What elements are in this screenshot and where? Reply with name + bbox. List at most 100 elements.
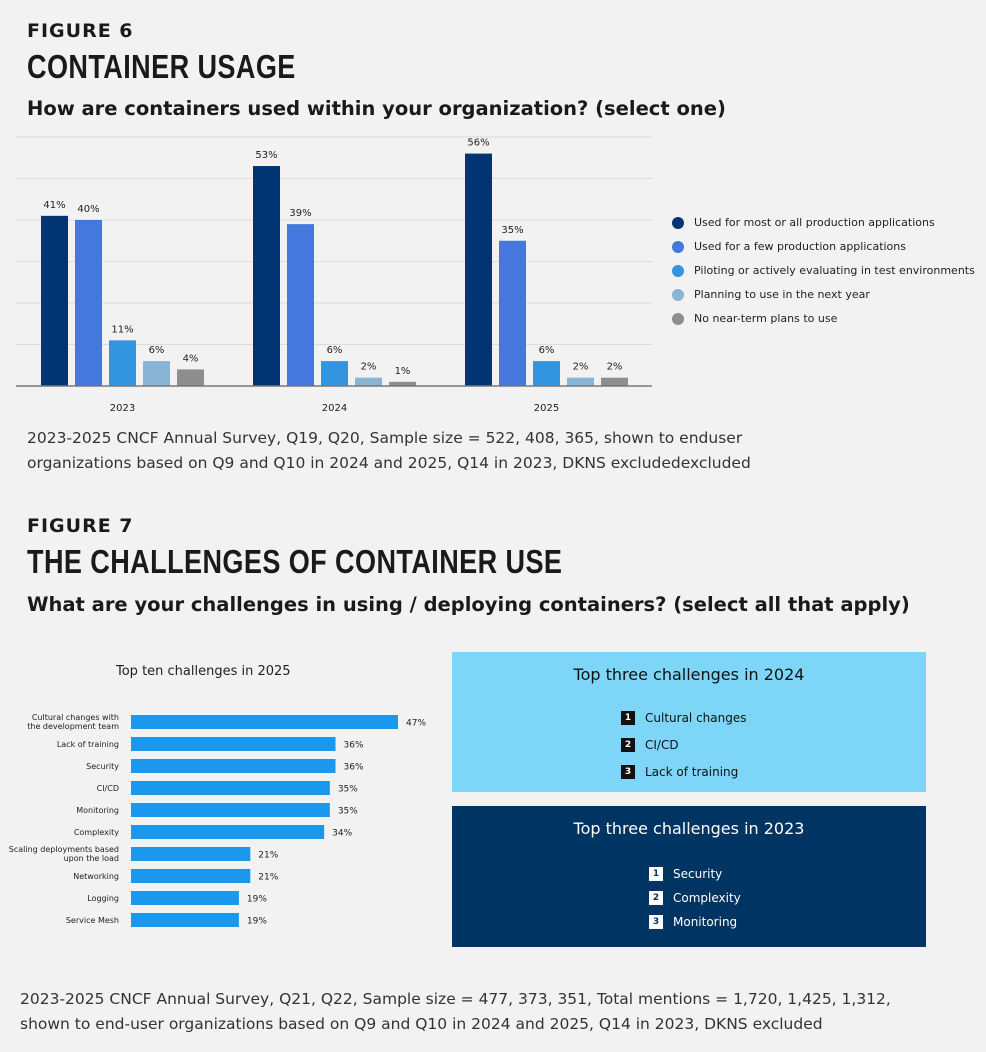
bar xyxy=(41,215,68,386)
bar xyxy=(131,803,330,817)
category-label: CI/CD xyxy=(97,784,119,793)
bar xyxy=(131,759,336,773)
category-label: Logging xyxy=(87,894,119,903)
data-label: 47% xyxy=(406,719,426,729)
rank-label: Security xyxy=(673,867,723,881)
rank-item: 1 Cultural changes xyxy=(621,711,746,725)
top-challenges-2024-title: Top three challenges in 2024 xyxy=(573,665,805,684)
data-label: 2% xyxy=(361,362,377,373)
bar xyxy=(253,166,280,386)
rank-item: 3 Monitoring xyxy=(649,915,737,929)
legend-label: Planning to use in the next year xyxy=(694,288,870,301)
legend-label: No near-term plans to use xyxy=(694,312,838,325)
rank-number: 2 xyxy=(649,891,663,905)
bar xyxy=(75,220,102,386)
data-label: 35% xyxy=(338,785,358,795)
bar xyxy=(131,847,251,861)
data-label: 11% xyxy=(111,324,133,335)
bar xyxy=(465,153,492,386)
data-label: 36% xyxy=(344,763,364,773)
x-tick-label: 2024 xyxy=(322,403,347,414)
bar xyxy=(143,361,170,386)
bar xyxy=(131,715,398,729)
legend-label: Piloting or actively evaluating in test … xyxy=(694,264,975,277)
data-label: 35% xyxy=(338,807,358,817)
rank-number: 3 xyxy=(621,765,635,779)
data-label: 6% xyxy=(327,345,343,356)
legend-item: Planning to use in the next year xyxy=(672,288,870,301)
legend-swatch xyxy=(672,264,684,277)
data-label: 2% xyxy=(573,362,589,373)
data-label: 53% xyxy=(255,150,277,161)
rank-label: Monitoring xyxy=(673,915,738,929)
category-label: Scaling deployments based xyxy=(9,845,119,854)
figure7-question: What are your challenges in using / depl… xyxy=(27,593,910,616)
rank-number: 2 xyxy=(621,738,635,752)
figure7-caption: 2023-2025 CNCF Annual Survey, Q21, Q22, … xyxy=(20,990,891,1033)
data-label: 1% xyxy=(395,366,411,377)
category-label: Monitoring xyxy=(76,806,119,815)
rank-number: 1 xyxy=(649,867,663,881)
data-label: 4% xyxy=(183,353,199,364)
data-label: 2% xyxy=(607,362,623,373)
rank-label: Cultural changes xyxy=(645,711,747,725)
rank-number: 1 xyxy=(621,711,635,725)
category-label: Service Mesh xyxy=(66,916,119,925)
top-challenges-2024-box: Top three challenges in 2024 1 Cultural … xyxy=(452,652,926,792)
category-label: upon the load xyxy=(64,854,119,863)
bar xyxy=(601,377,628,386)
category-label: Lack of training xyxy=(57,740,119,749)
legend-swatch xyxy=(672,216,684,229)
data-label: 39% xyxy=(289,208,311,219)
legend-swatch xyxy=(672,312,684,325)
legend-label: Used for most or all production applicat… xyxy=(694,216,935,229)
data-label: 19% xyxy=(247,895,267,905)
category-label: Networking xyxy=(73,872,119,881)
bar xyxy=(109,340,136,386)
legend-item: Used for a few production applications xyxy=(672,240,906,253)
rank-item: 2 Complexity xyxy=(649,891,741,905)
x-tick-label: 2025 xyxy=(534,403,559,414)
bar xyxy=(131,737,336,751)
figure6-label: FIGURE 6 xyxy=(27,20,134,42)
data-label: 21% xyxy=(258,873,278,883)
legend-label: Used for a few production applications xyxy=(694,240,906,253)
data-label: 56% xyxy=(467,138,489,149)
legend-swatch xyxy=(672,240,684,253)
data-label: 36% xyxy=(344,741,364,751)
rank-label: CI/CD xyxy=(645,738,679,752)
data-label: 34% xyxy=(332,829,352,839)
category-label: Cultural changes with xyxy=(32,713,119,722)
figure6-caption: 2023-2025 CNCF Annual Survey, Q19, Q20, … xyxy=(27,429,751,472)
bar xyxy=(177,369,204,386)
top-challenges-2023-title: Top three challenges in 2023 xyxy=(573,819,805,838)
rank-item: 2 CI/CD xyxy=(621,738,679,752)
bar xyxy=(131,825,325,839)
bar xyxy=(131,891,239,905)
data-label: 6% xyxy=(149,345,165,356)
bar xyxy=(131,781,330,795)
challenges-2025-title: Top ten challenges in 2025 xyxy=(116,664,291,679)
legend-swatch xyxy=(672,288,684,301)
rank-item: 1 Security xyxy=(649,867,722,881)
category-label: the development team xyxy=(27,722,119,731)
rank-label: Complexity xyxy=(673,891,741,905)
rank-label: Lack of training xyxy=(645,765,739,779)
data-label: 41% xyxy=(43,200,65,211)
bar xyxy=(321,361,348,386)
top-challenges-2023-box: Top three challenges in 2023 1 Security … xyxy=(452,806,926,947)
bar xyxy=(287,224,314,386)
bar xyxy=(389,381,416,386)
bar xyxy=(131,869,251,883)
x-tick-label: 2023 xyxy=(110,403,135,414)
bar xyxy=(131,913,239,927)
bar xyxy=(355,377,382,386)
figure7-label: FIGURE 7 xyxy=(27,515,134,537)
figure6-question: How are containers used within your orga… xyxy=(27,97,726,120)
data-label: 19% xyxy=(247,917,267,927)
bar xyxy=(567,377,594,386)
figure7-title: THE CHALLENGES OF CONTAINER USE xyxy=(27,543,563,580)
legend-item: Used for most or all production applicat… xyxy=(672,216,935,229)
legend-item: No near-term plans to use xyxy=(672,312,837,325)
figure6-title: CONTAINER USAGE xyxy=(27,48,296,85)
